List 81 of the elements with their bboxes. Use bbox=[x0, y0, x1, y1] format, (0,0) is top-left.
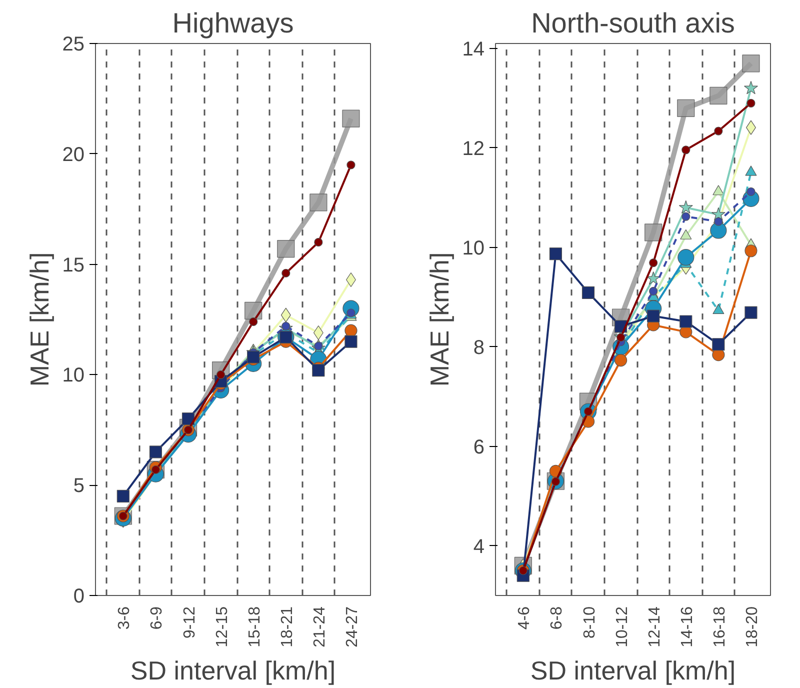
y-axis-title: MAE [km/h] bbox=[424, 252, 454, 387]
point bbox=[182, 412, 195, 426]
point bbox=[344, 335, 358, 348]
y-tick-label: 12 bbox=[462, 138, 485, 160]
point bbox=[745, 166, 757, 176]
y-tick-label: 15 bbox=[62, 254, 85, 276]
x-tick-label: 18-21 bbox=[278, 606, 296, 648]
point bbox=[282, 322, 290, 330]
x-tick-label: 9-12 bbox=[181, 606, 198, 639]
x-tick-label: 6-8 bbox=[548, 606, 566, 630]
point bbox=[247, 350, 260, 364]
y-tick-label: 10 bbox=[62, 364, 85, 387]
point bbox=[744, 306, 758, 319]
point bbox=[314, 238, 323, 247]
point bbox=[746, 98, 756, 108]
x-tick-label: 12-14 bbox=[646, 606, 664, 648]
point bbox=[277, 240, 295, 258]
x-axis-title: SD interval [km/h] bbox=[530, 655, 736, 686]
point bbox=[282, 268, 290, 278]
point bbox=[678, 249, 694, 266]
point bbox=[714, 126, 723, 136]
y-axis-title: MAE [km/h] bbox=[24, 252, 54, 387]
x-tick-label: 3-6 bbox=[116, 606, 134, 630]
point bbox=[312, 364, 325, 377]
y-tick-label: 14 bbox=[462, 38, 485, 60]
y-tick-label: 20 bbox=[62, 144, 85, 166]
y-tick-label: 5 bbox=[73, 475, 84, 498]
y-tick-label: 25 bbox=[62, 34, 85, 56]
x-tick-label: 10-12 bbox=[614, 606, 631, 648]
x-tick-label: 8-10 bbox=[581, 606, 598, 639]
point bbox=[744, 244, 758, 258]
point bbox=[116, 490, 130, 502]
x-tick-label: 21-24 bbox=[311, 606, 328, 648]
point bbox=[344, 324, 358, 337]
y-tick-label: 6 bbox=[473, 436, 484, 458]
point bbox=[149, 446, 162, 458]
point bbox=[680, 229, 692, 240]
point bbox=[644, 224, 662, 242]
point bbox=[677, 99, 695, 117]
y-tick-label: 10 bbox=[462, 237, 485, 260]
point bbox=[710, 86, 728, 105]
x-tick-label: 24-27 bbox=[344, 606, 361, 648]
point bbox=[710, 222, 727, 239]
y-tick-label: 8 bbox=[473, 336, 484, 359]
point bbox=[746, 187, 756, 196]
point bbox=[712, 348, 725, 362]
chart-title: Highways bbox=[172, 8, 294, 38]
point bbox=[549, 248, 562, 260]
point bbox=[646, 271, 660, 285]
point bbox=[280, 308, 291, 322]
point bbox=[249, 317, 258, 326]
point bbox=[582, 286, 595, 299]
x-tick-label: 6-9 bbox=[148, 606, 166, 630]
x-tick-label: 15-18 bbox=[246, 606, 264, 648]
x-tick-label: 14-16 bbox=[678, 606, 696, 648]
point bbox=[742, 54, 760, 72]
y-tick-label: 4 bbox=[473, 536, 484, 558]
point bbox=[712, 185, 724, 196]
point bbox=[647, 310, 660, 322]
point bbox=[342, 110, 360, 128]
point bbox=[649, 258, 658, 268]
point bbox=[614, 354, 628, 367]
x-tick-label: 12-15 bbox=[214, 606, 231, 648]
point bbox=[744, 80, 758, 94]
point bbox=[649, 286, 658, 296]
point bbox=[712, 304, 724, 314]
point bbox=[680, 315, 692, 328]
chart-title: North-south axis bbox=[531, 8, 735, 38]
point bbox=[310, 194, 328, 212]
point bbox=[682, 146, 690, 154]
point bbox=[678, 200, 693, 214]
x-tick-label: 18-20 bbox=[744, 606, 761, 648]
point bbox=[714, 217, 723, 226]
point bbox=[682, 212, 690, 221]
point bbox=[712, 338, 725, 351]
point bbox=[346, 160, 356, 170]
x-tick-label: 4-6 bbox=[516, 606, 534, 630]
x-axis-title: SD interval [km/h] bbox=[130, 655, 336, 686]
point bbox=[616, 333, 626, 342]
x-tick-label: 16-18 bbox=[711, 606, 728, 648]
y-tick-label: 0 bbox=[73, 586, 84, 608]
